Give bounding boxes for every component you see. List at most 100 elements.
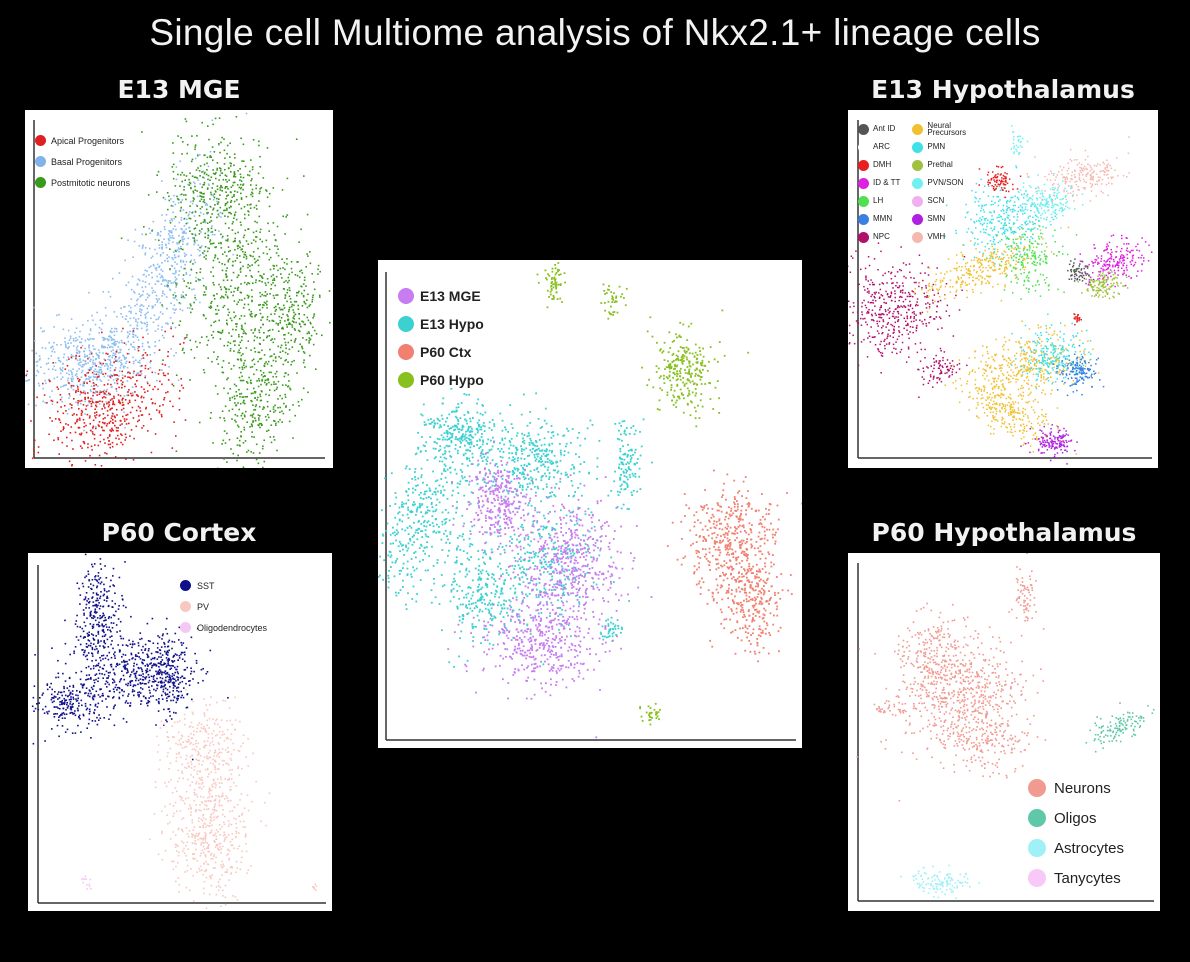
- cell-point: [115, 330, 118, 333]
- cell-point: [521, 473, 523, 476]
- cell-point: [462, 425, 465, 428]
- cell-point: [76, 339, 79, 341]
- cell-point: [204, 246, 207, 248]
- cell-point: [91, 400, 94, 403]
- cell-point: [114, 374, 116, 376]
- cell-point: [211, 242, 214, 245]
- cell-point: [246, 421, 248, 423]
- cell-point: [451, 411, 453, 413]
- cell-point: [427, 419, 430, 421]
- cell-point: [619, 450, 622, 453]
- page-title: Single cell Multiome analysis of Nkx2.1+…: [149, 12, 1041, 53]
- cell-point: [97, 366, 100, 368]
- cell-point: [452, 596, 455, 598]
- cell-point: [469, 438, 472, 441]
- cell-point: [250, 399, 252, 402]
- cell-point: [185, 294, 187, 296]
- cell-point: [658, 399, 661, 402]
- cell-point: [448, 445, 451, 447]
- cell-point: [497, 535, 500, 538]
- cell-point: [416, 593, 418, 595]
- cell-point: [522, 547, 525, 549]
- cell-point: [239, 246, 241, 249]
- cell-point: [259, 274, 261, 277]
- cell-point: [36, 369, 39, 372]
- cell-point: [174, 225, 176, 227]
- cell-point: [40, 366, 42, 368]
- cell-point: [244, 251, 247, 254]
- cell-point: [297, 261, 299, 263]
- cell-point: [235, 391, 238, 393]
- cell-point: [180, 208, 182, 210]
- cluster-e13-hypo: [610, 418, 653, 510]
- cell-point: [247, 210, 249, 212]
- cell-point: [432, 565, 435, 567]
- cell-point: [185, 198, 187, 201]
- cell-point: [450, 387, 453, 390]
- cell-point: [405, 465, 408, 468]
- cell-point: [548, 478, 550, 480]
- cell-point: [501, 607, 504, 610]
- cell-point: [123, 356, 126, 359]
- cell-point: [543, 419, 546, 422]
- cell-point: [213, 151, 216, 153]
- cell-point: [450, 441, 453, 444]
- cell-point: [569, 441, 572, 444]
- cell-point: [625, 427, 628, 429]
- cell-point: [115, 328, 118, 330]
- cell-point: [109, 393, 111, 396]
- cell-point: [497, 448, 499, 450]
- cell-point: [250, 392, 253, 395]
- cell-point: [101, 345, 104, 348]
- cell-point: [161, 295, 163, 297]
- cell-point: [443, 518, 446, 521]
- cell-point: [544, 588, 547, 591]
- cell-point: [499, 455, 502, 458]
- cell-point: [205, 208, 208, 211]
- cell-point: [554, 278, 557, 281]
- cell-point: [219, 189, 222, 191]
- cell-point: [212, 259, 215, 262]
- cell-point: [512, 469, 514, 472]
- cell-point: [138, 415, 140, 417]
- cell-point: [503, 624, 506, 627]
- cell-point: [441, 460, 444, 463]
- cell-point: [612, 296, 614, 299]
- cell-point: [252, 452, 255, 454]
- cell-point: [259, 188, 261, 190]
- cell-point: [231, 196, 234, 198]
- cell-point: [93, 382, 96, 385]
- cell-point: [542, 452, 545, 455]
- cell-point: [168, 199, 171, 202]
- cell-point: [551, 575, 553, 578]
- cell-point: [172, 385, 175, 387]
- cell-point: [616, 437, 619, 440]
- cell-point: [700, 393, 703, 395]
- cell-point: [442, 453, 444, 456]
- cell-point: [649, 707, 652, 709]
- cell-point: [106, 364, 108, 366]
- cell-point: [92, 355, 94, 358]
- cell-point: [233, 300, 236, 302]
- cell-point: [441, 629, 443, 632]
- cell-point: [531, 451, 533, 454]
- cell-point: [572, 554, 575, 557]
- cell-point: [120, 330, 123, 333]
- cell-point: [530, 442, 533, 444]
- cell-point: [520, 445, 522, 448]
- cell-point: [475, 428, 478, 430]
- cell-point: [660, 375, 662, 378]
- cell-point: [390, 472, 393, 475]
- cell-point: [61, 396, 63, 399]
- cell-point: [221, 331, 224, 333]
- cell-point: [441, 520, 444, 523]
- cell-point: [163, 397, 166, 399]
- cell-point: [454, 444, 457, 446]
- cell-point: [302, 361, 305, 364]
- cell-point: [77, 404, 79, 406]
- cell-point: [181, 199, 184, 201]
- cell-point: [239, 179, 241, 181]
- cell-point: [85, 431, 88, 434]
- cell-point: [218, 144, 220, 146]
- cell-point: [253, 339, 255, 342]
